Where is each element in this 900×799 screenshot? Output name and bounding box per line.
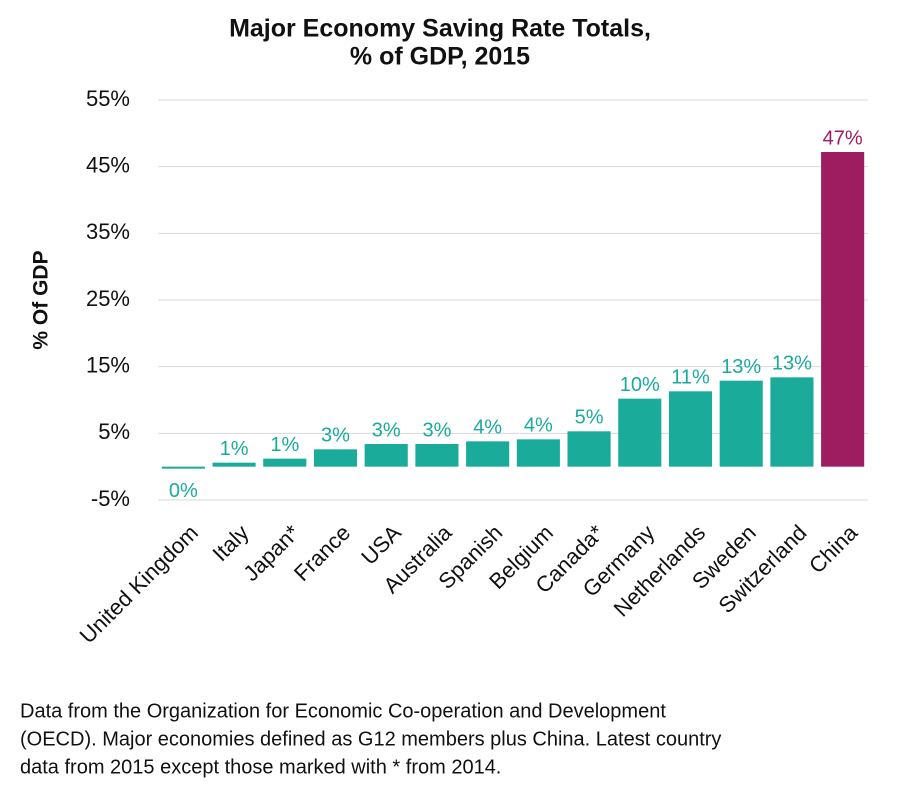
- footnote: Data from the Organization for Economic …: [20, 700, 666, 722]
- data-label: 4%: [473, 417, 502, 439]
- bar: [364, 444, 408, 467]
- y-axis-label: % Of GDP: [30, 250, 53, 349]
- bar: [668, 391, 713, 467]
- data-label: 0%: [169, 480, 198, 502]
- y-tick-label: 15%: [86, 352, 130, 377]
- data-label: 13%: [772, 353, 812, 375]
- y-tick-label: 25%: [86, 286, 130, 311]
- bar: [212, 462, 256, 467]
- bar: [313, 449, 358, 467]
- chart-title: % of GDP, 2015: [350, 43, 530, 71]
- data-label: 3%: [321, 425, 350, 447]
- bar: [821, 152, 865, 467]
- data-label: 11%: [671, 367, 710, 389]
- bar: [770, 377, 814, 467]
- footnote: data from 2015 except those marked with …: [20, 756, 501, 778]
- y-tick-label: 55%: [86, 86, 130, 111]
- bar: [415, 444, 459, 467]
- data-label: 1%: [270, 434, 299, 456]
- y-tick-label: 35%: [86, 219, 130, 244]
- y-tick-label: -5%: [91, 486, 130, 511]
- y-tick-label: 45%: [86, 152, 130, 177]
- bar: [567, 431, 611, 467]
- data-label: 1%: [220, 438, 249, 460]
- x-tick-label: China: [804, 519, 863, 578]
- x-tick-label: France: [289, 520, 355, 586]
- data-label: 3%: [372, 419, 401, 441]
- data-label: 13%: [721, 356, 761, 378]
- chart-title: Major Economy Saving Rate Totals,: [229, 15, 651, 43]
- data-label: 47%: [823, 127, 863, 149]
- x-tick-label: United Kingdom: [75, 520, 203, 648]
- data-label: 10%: [620, 374, 660, 396]
- bar: [516, 439, 560, 467]
- x-tick-label: Japan*: [238, 520, 304, 586]
- bar: [618, 398, 662, 467]
- bar: [263, 458, 307, 467]
- data-label: 3%: [422, 419, 451, 441]
- footnote: (OECD). Major economies defined as G12 m…: [20, 728, 721, 750]
- data-label: 4%: [524, 415, 553, 437]
- y-tick-label: 5%: [98, 419, 130, 444]
- bar: [719, 380, 763, 467]
- bar: [466, 441, 510, 467]
- bar: [161, 466, 205, 469]
- data-label: 5%: [575, 407, 604, 429]
